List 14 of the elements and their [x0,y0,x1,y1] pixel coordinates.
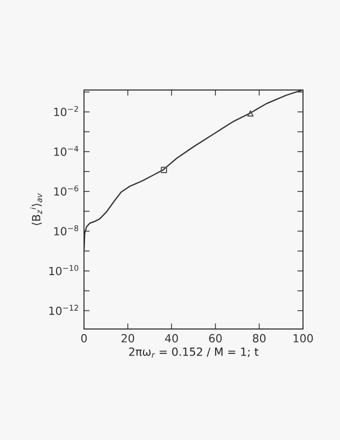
y-tick-label: 10$^{−10}$ [49,265,78,276]
x-tick-label: 0 [81,334,87,342]
y-tick-label: 10$^{−12}$ [49,304,78,315]
x-tick-label: 20 [122,334,134,342]
x-axis-title: 2πω$_{r}$ = 0.152 / M = 1; t [129,348,258,358]
y-tick-label: 10$^{−4}$ [54,146,78,156]
x-tick-label: 60 [209,334,222,342]
y-axis-title: ⟨B$_{z}$$^{i}$⟩$_{av}$ [30,193,42,226]
x-tick-label: 40 [165,334,178,342]
x-tick-label: 100 [294,334,313,342]
x-tick-label: 80 [252,334,266,342]
y-tick-label: 10$^{−8}$ [54,225,78,236]
y-tick-label: 10$^{−6}$ [54,186,78,196]
y-tick-label: 10$^{−2}$ [54,106,78,116]
